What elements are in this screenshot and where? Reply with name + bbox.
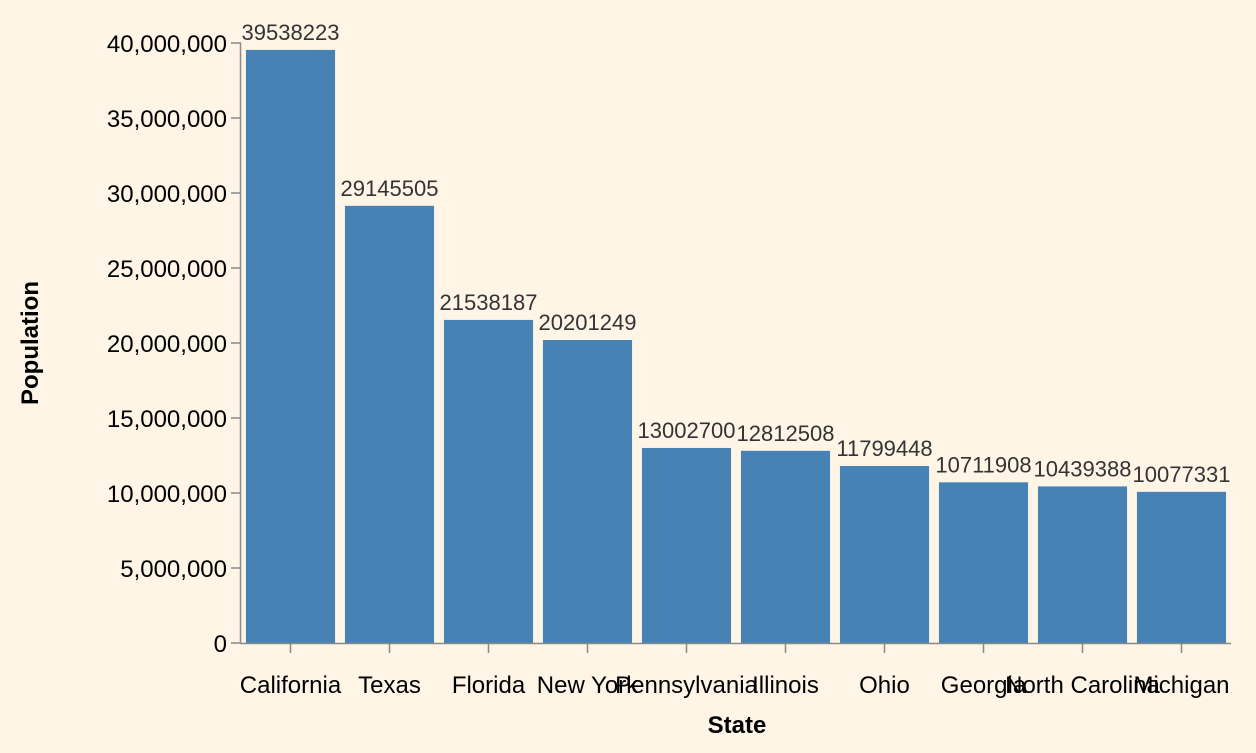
bar-new-york — [542, 339, 633, 643]
x-axis-title: State — [708, 712, 767, 739]
data-label: 13002700 — [638, 418, 736, 443]
bars-group — [245, 49, 1227, 644]
y-tick-label: 15,000,000 — [107, 406, 227, 433]
data-label: 10439388 — [1034, 456, 1132, 481]
data-label: 39538223 — [242, 20, 340, 45]
data-label: 10077331 — [1133, 462, 1231, 487]
data-label: 12812508 — [737, 421, 835, 446]
y-axis-title: Population — [17, 281, 44, 405]
data-label: 10711908 — [935, 452, 1031, 477]
x-tick-label: Georgia — [941, 672, 1027, 699]
y-tick-label: 0 — [214, 631, 227, 658]
bar-florida — [443, 319, 534, 643]
data-label: 29145505 — [341, 176, 439, 201]
bar-texas — [344, 205, 435, 643]
x-tick-label: New York — [537, 672, 639, 699]
y-axis: 0 5,000,000 10,000,000 15,000,000 20,000,000… — [107, 31, 242, 658]
x-tick-label: Pennsylvania — [615, 672, 758, 699]
data-label: 20201249 — [539, 310, 637, 335]
x-tick-label: Illinois — [752, 672, 819, 699]
y-tick-label: 20,000,000 — [107, 331, 227, 358]
y-tick-label: 30,000,000 — [107, 181, 227, 208]
x-tick-label: Florida — [452, 672, 526, 699]
y-tick-label: 40,000,000 — [107, 31, 227, 58]
data-label: 21538187 — [440, 290, 538, 315]
x-tick-label: Texas — [358, 672, 421, 699]
bar-california — [245, 49, 336, 644]
bar-north-carolina — [1037, 486, 1128, 643]
y-tick-label: 10,000,000 — [107, 481, 227, 508]
bar-georgia — [938, 482, 1029, 643]
x-tick-label: California — [240, 672, 342, 699]
bar-michigan — [1136, 491, 1227, 643]
data-label: 11799448 — [836, 436, 932, 461]
y-tick-label: 35,000,000 — [107, 106, 227, 133]
bar-pennsylvania — [641, 447, 732, 643]
x-tick-label: Ohio — [859, 672, 910, 699]
y-tick-label: 25,000,000 — [107, 256, 227, 283]
x-tick-label: North Carolina — [1005, 672, 1160, 699]
y-tick-label: 5,000,000 — [120, 556, 227, 583]
x-tick-label: Michigan — [1133, 672, 1229, 699]
bar-ohio — [839, 466, 930, 643]
x-axis: California Texas Florida New YorkPennsylvan… — [240, 642, 1231, 699]
bar-illinois — [740, 450, 831, 643]
